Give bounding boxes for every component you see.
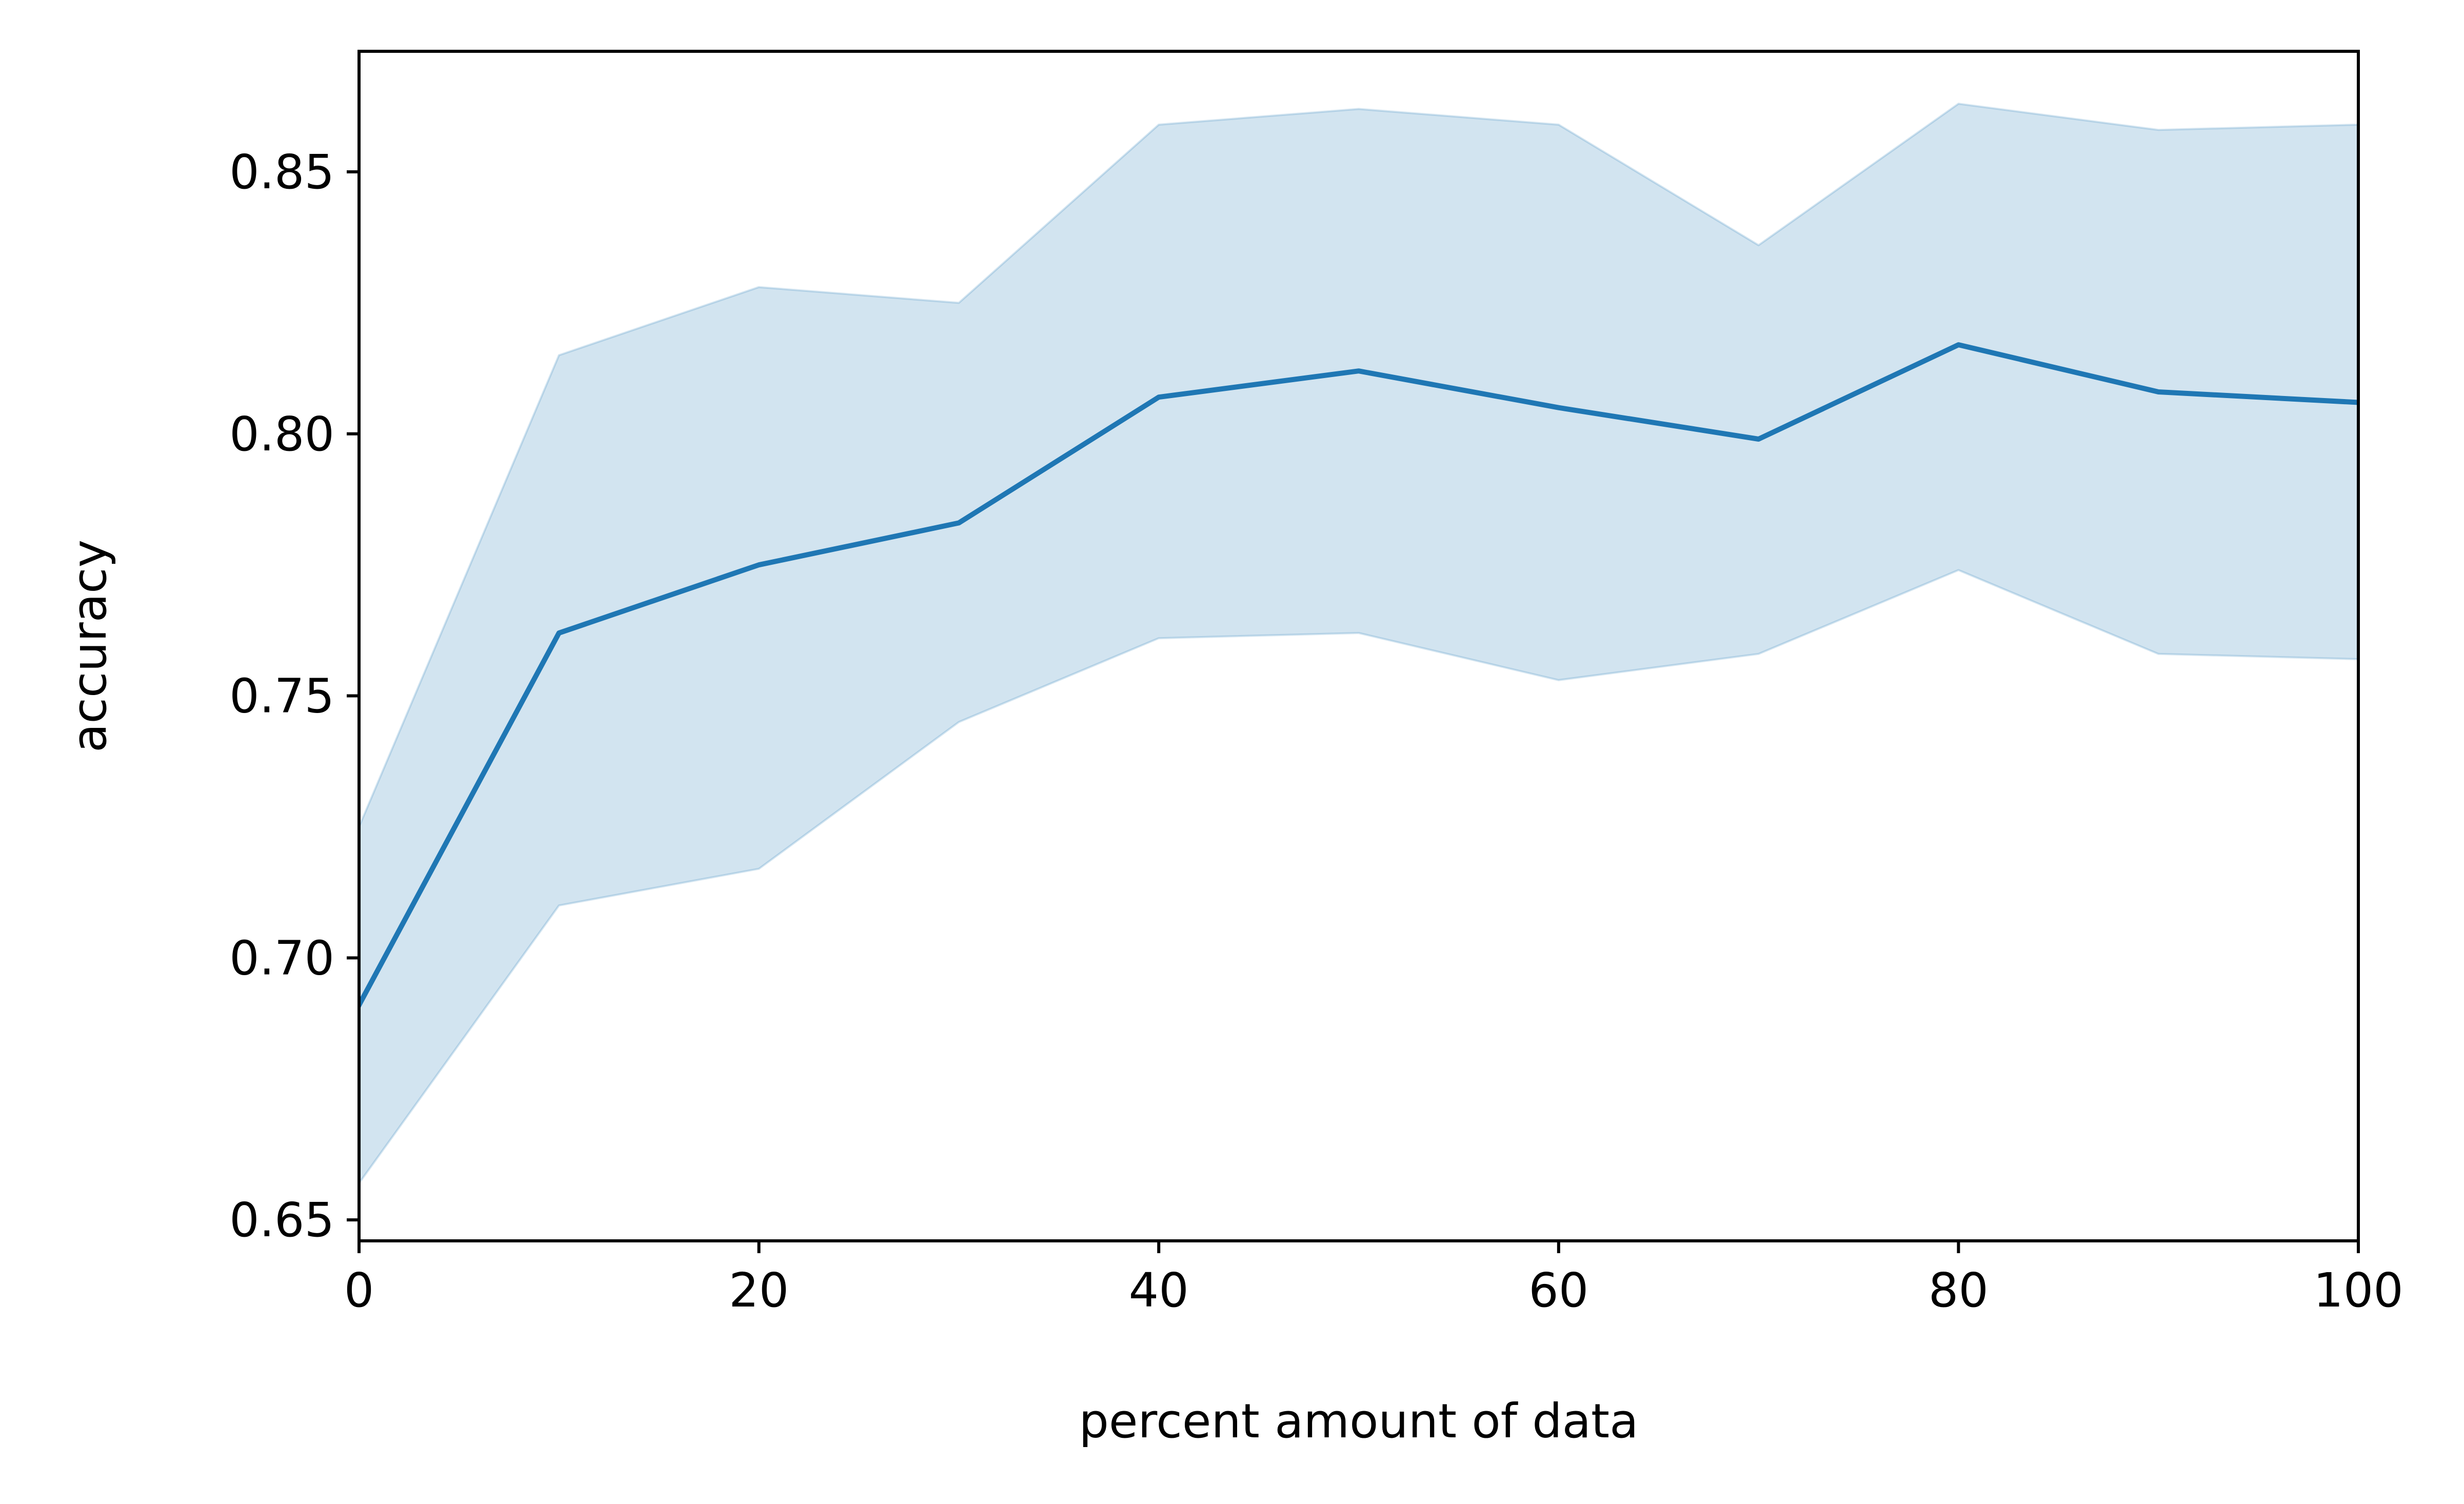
data-point xyxy=(1556,405,1562,411)
plot-clip-group xyxy=(359,103,2358,1184)
x-axis-label: percent amount of data xyxy=(1079,1394,1639,1449)
axes: 0 20 40 60 80 100 0.65 0.70 0.75 0.80 0.85 xyxy=(229,50,2403,1318)
confidence-band xyxy=(359,103,2358,1184)
y-axis-label: accuracy xyxy=(62,540,117,753)
x-tick-label: 60 xyxy=(1528,1263,1588,1318)
data-point xyxy=(1756,436,1762,442)
data-point xyxy=(1356,368,1362,374)
y-tick-label: 0.75 xyxy=(229,669,334,724)
plot-frame xyxy=(357,50,2360,1242)
y-tick-label: 0.80 xyxy=(229,407,334,462)
data-point xyxy=(956,520,962,526)
x-tick-label: 0 xyxy=(344,1263,374,1318)
y-tick-label: 0.65 xyxy=(229,1193,334,1248)
data-point xyxy=(1955,342,1961,348)
x-tick-label: 80 xyxy=(1929,1263,1989,1318)
series-line xyxy=(359,342,2358,1009)
data-point xyxy=(756,562,762,568)
data-point xyxy=(1156,394,1162,400)
x-tick-label: 20 xyxy=(729,1263,789,1318)
y-tick-label: 0.70 xyxy=(229,931,334,985)
x-tick-label: 40 xyxy=(1129,1263,1189,1318)
y-tick-label: 0.85 xyxy=(229,145,334,200)
plot-area xyxy=(359,103,2358,1184)
x-tick-label: 100 xyxy=(2313,1263,2403,1318)
data-point xyxy=(556,630,562,636)
data-point xyxy=(2155,389,2161,395)
